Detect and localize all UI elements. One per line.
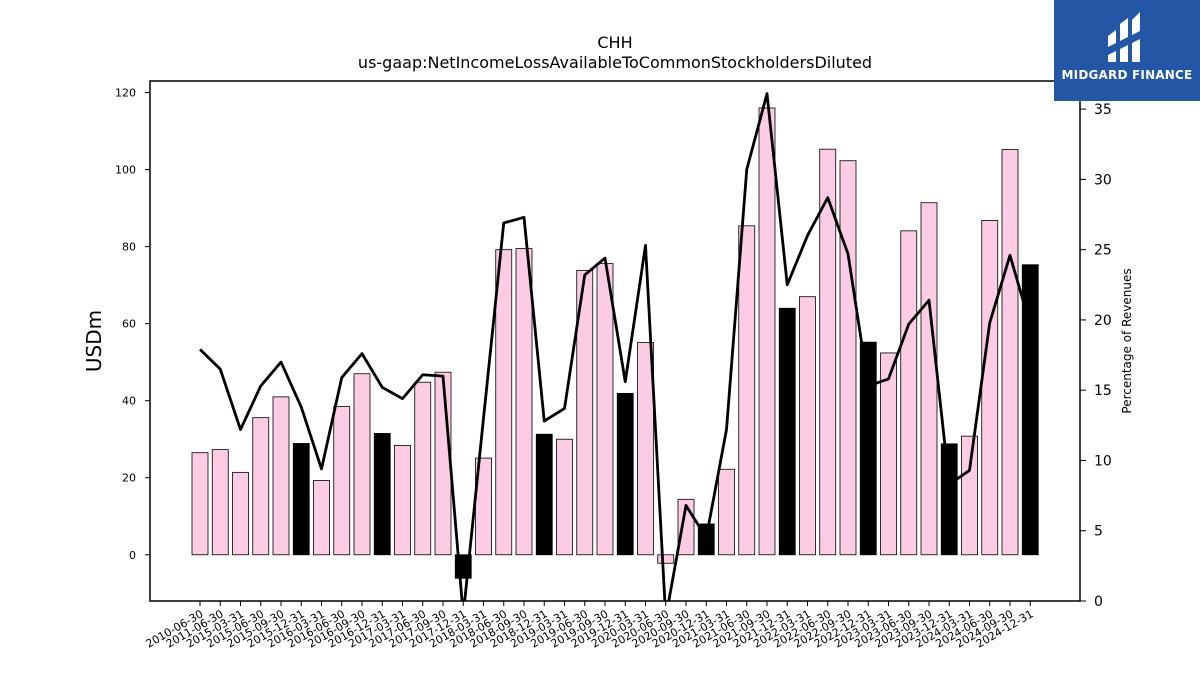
y2-tick-label: 35 [1094,102,1112,118]
bar-2024-09-30 [1001,149,1019,556]
bar-2018-12-31 [535,433,553,556]
y2-tick-label: 30 [1094,172,1112,188]
y-axis-label: USDm [82,310,106,372]
y2-tick-label: 10 [1094,453,1112,469]
bar-2023-06-30 [900,230,918,556]
bar-2016-03-31 [313,480,330,556]
y-axis-left: 0 20 40 60 80 100 120 [115,87,150,562]
bar-2015-03-31 [232,471,249,556]
chart-subtitle: us-gaap:NetIncomeLossAvailableToCommonSt… [358,53,872,72]
bar-2021-06-30 [738,225,756,556]
y2-tick-label: 20 [1094,313,1112,329]
bar-2016-09-30 [353,373,371,556]
bar-2023-09-30 [920,202,938,556]
bar-2024-06-30 [981,220,999,556]
x-axis: 2010-06-302011-06-302015-03-312015-06-30… [144,601,1036,651]
bar-2010-06-30 [191,452,209,556]
y2-axis-label: Percentage of Revenues [1120,268,1134,413]
bar-2018-06-30 [495,249,513,556]
bar-2021-03-31 [718,468,735,556]
chart-title: CHH [597,33,632,52]
bar-2017-03-31 [394,444,411,556]
y2-tick-label: 0 [1094,594,1103,610]
bar-2021-12-31 [778,307,796,556]
bar-2022-03-31 [799,296,816,556]
bar-2016-06-30 [333,406,351,556]
y2-tick-label: 15 [1094,383,1112,399]
bar-2015-12-31 [292,443,310,556]
line-group [199,92,1032,601]
bar-2020-06-30 [657,554,675,564]
bar-2017-09-30 [434,371,452,556]
bar-2015-09-30 [272,396,290,556]
bar-2022-06-30 [819,148,837,556]
y-axis-right: 0 5 10 15 20 25 30 35 [1080,102,1112,610]
bar-2020-03-31 [637,342,654,556]
bar-2022-09-30 [839,160,857,556]
bar-2016-12-31 [373,433,391,556]
y2-tick-label: 25 [1094,243,1112,259]
y-tick-label: 80 [122,241,136,254]
bar-2023-12-31 [940,443,958,556]
bar-2019-06-30 [576,270,594,556]
bar-2018-09-30 [515,248,533,556]
y2-tick-label: 5 [1094,524,1103,540]
plot-frame [149,80,1081,602]
y-tick-label: 0 [129,549,136,562]
bars-group [191,107,1039,579]
brand-logo: MIDGARD FINANCE [1054,0,1200,101]
bar-2019-09-30 [596,263,614,556]
y-tick-label: 40 [122,395,136,408]
y-tick-label: 120 [115,87,136,100]
percentage-line [199,92,1032,601]
logo-text: MIDGARD FINANCE [1061,68,1193,82]
bar-2024-12-31 [1021,264,1039,556]
y-tick-label: 60 [122,318,136,331]
bar-2021-09-30 [758,107,776,556]
logo-mark-icon [1106,12,1146,62]
bar-2015-06-30 [252,417,270,556]
bar-2023-03-31 [880,352,897,556]
bar-2024-03-31 [961,435,978,556]
bar-2019-03-31 [556,438,573,556]
y-tick-label: 20 [122,472,136,485]
bar-2019-12-31 [616,392,634,556]
bar-2017-06-30 [414,381,432,556]
y-tick-label: 100 [115,164,136,177]
bar-2022-12-31 [859,341,877,556]
bar-2011-06-30 [211,449,229,556]
